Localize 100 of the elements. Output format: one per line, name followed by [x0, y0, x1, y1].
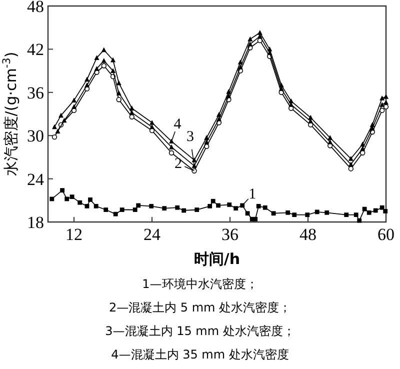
- point: [101, 47, 106, 52]
- point: [324, 210, 330, 215]
- point: [384, 94, 388, 99]
- point: [169, 144, 174, 150]
- point: [169, 138, 174, 144]
- x-tick-label: 12: [66, 225, 82, 244]
- y-tick-label: 18: [27, 213, 44, 232]
- point: [60, 188, 64, 193]
- point: [150, 124, 154, 130]
- text: 3—混凝土内 15 mm 处水汽密度；: [105, 324, 295, 338]
- point: [55, 128, 60, 134]
- point: [344, 212, 349, 217]
- point: [52, 124, 57, 130]
- point: [314, 210, 320, 214]
- point: [194, 208, 200, 212]
- point: [132, 208, 138, 212]
- point: [216, 112, 222, 117]
- point: [116, 97, 122, 102]
- point: [116, 90, 122, 96]
- point: [78, 200, 82, 205]
- point: [72, 104, 76, 109]
- point: [70, 194, 74, 199]
- point: [305, 212, 310, 217]
- point: [84, 204, 90, 208]
- point: [110, 57, 116, 62]
- point: [366, 210, 372, 215]
- point: [175, 205, 180, 210]
- point: [380, 95, 385, 100]
- legend-label: 1: [248, 186, 256, 202]
- point: [129, 106, 134, 110]
- point: [62, 118, 67, 123]
- point: [271, 211, 276, 216]
- point: [72, 98, 76, 103]
- point: [182, 208, 186, 213]
- point: [262, 205, 268, 210]
- point: [58, 112, 64, 118]
- point: [208, 204, 212, 208]
- point: [227, 202, 232, 207]
- point: [192, 157, 197, 162]
- point: [348, 166, 354, 172]
- point: [253, 216, 258, 222]
- point: [84, 82, 90, 88]
- point: [384, 100, 388, 105]
- point: [50, 196, 54, 202]
- point: [88, 197, 92, 202]
- point: [210, 198, 216, 204]
- point: [383, 209, 388, 214]
- point: [149, 204, 154, 208]
- point: [328, 135, 333, 140]
- point: [101, 58, 106, 63]
- point: [94, 204, 98, 208]
- x-tick-label: 60: [378, 225, 394, 244]
- point: [234, 206, 238, 211]
- point: [113, 212, 118, 216]
- point: [288, 98, 294, 104]
- point: [380, 102, 385, 107]
- y-tick-label: 42: [27, 40, 44, 60]
- point: [360, 142, 366, 146]
- point: [348, 156, 354, 161]
- point: [292, 212, 297, 217]
- point: [116, 80, 122, 86]
- point: [257, 30, 262, 35]
- point: [52, 134, 58, 140]
- point: [129, 114, 134, 120]
- point: [348, 162, 354, 167]
- y-tick-label: 48: [27, 0, 44, 16]
- point: [110, 68, 116, 73]
- point: [216, 116, 222, 122]
- point: [278, 82, 284, 88]
- point: [286, 210, 290, 215]
- x-axis-title: 时间/h: [194, 250, 240, 268]
- series-label: 4: [174, 116, 182, 132]
- point: [370, 122, 375, 127]
- point: [150, 120, 154, 125]
- point: [120, 208, 124, 212]
- point: [94, 55, 100, 60]
- point: [267, 46, 272, 52]
- point: [380, 205, 384, 210]
- text: 4—混凝土内 35 mm 处水汽密度: [111, 348, 289, 362]
- x-tick-label: 36: [222, 225, 238, 244]
- point: [238, 59, 243, 64]
- point: [245, 211, 250, 216]
- point: [64, 196, 70, 202]
- point: [362, 206, 367, 212]
- point: [383, 104, 389, 110]
- x-tick-label: 48: [300, 225, 316, 244]
- point: [226, 88, 232, 94]
- point: [162, 206, 167, 211]
- point: [373, 208, 378, 213]
- point: [94, 66, 100, 71]
- point: [256, 204, 261, 208]
- y-tick-label: 24: [27, 170, 44, 189]
- text: 1—环境中水汽密度；: [142, 277, 258, 291]
- point: [238, 64, 243, 70]
- point: [216, 203, 220, 208]
- x-tick-label: 24: [144, 225, 161, 244]
- point: [136, 203, 141, 208]
- point: [204, 135, 210, 140]
- text: 2—混凝土内 5 mm 处水汽密度；: [108, 300, 292, 314]
- point: [248, 36, 253, 42]
